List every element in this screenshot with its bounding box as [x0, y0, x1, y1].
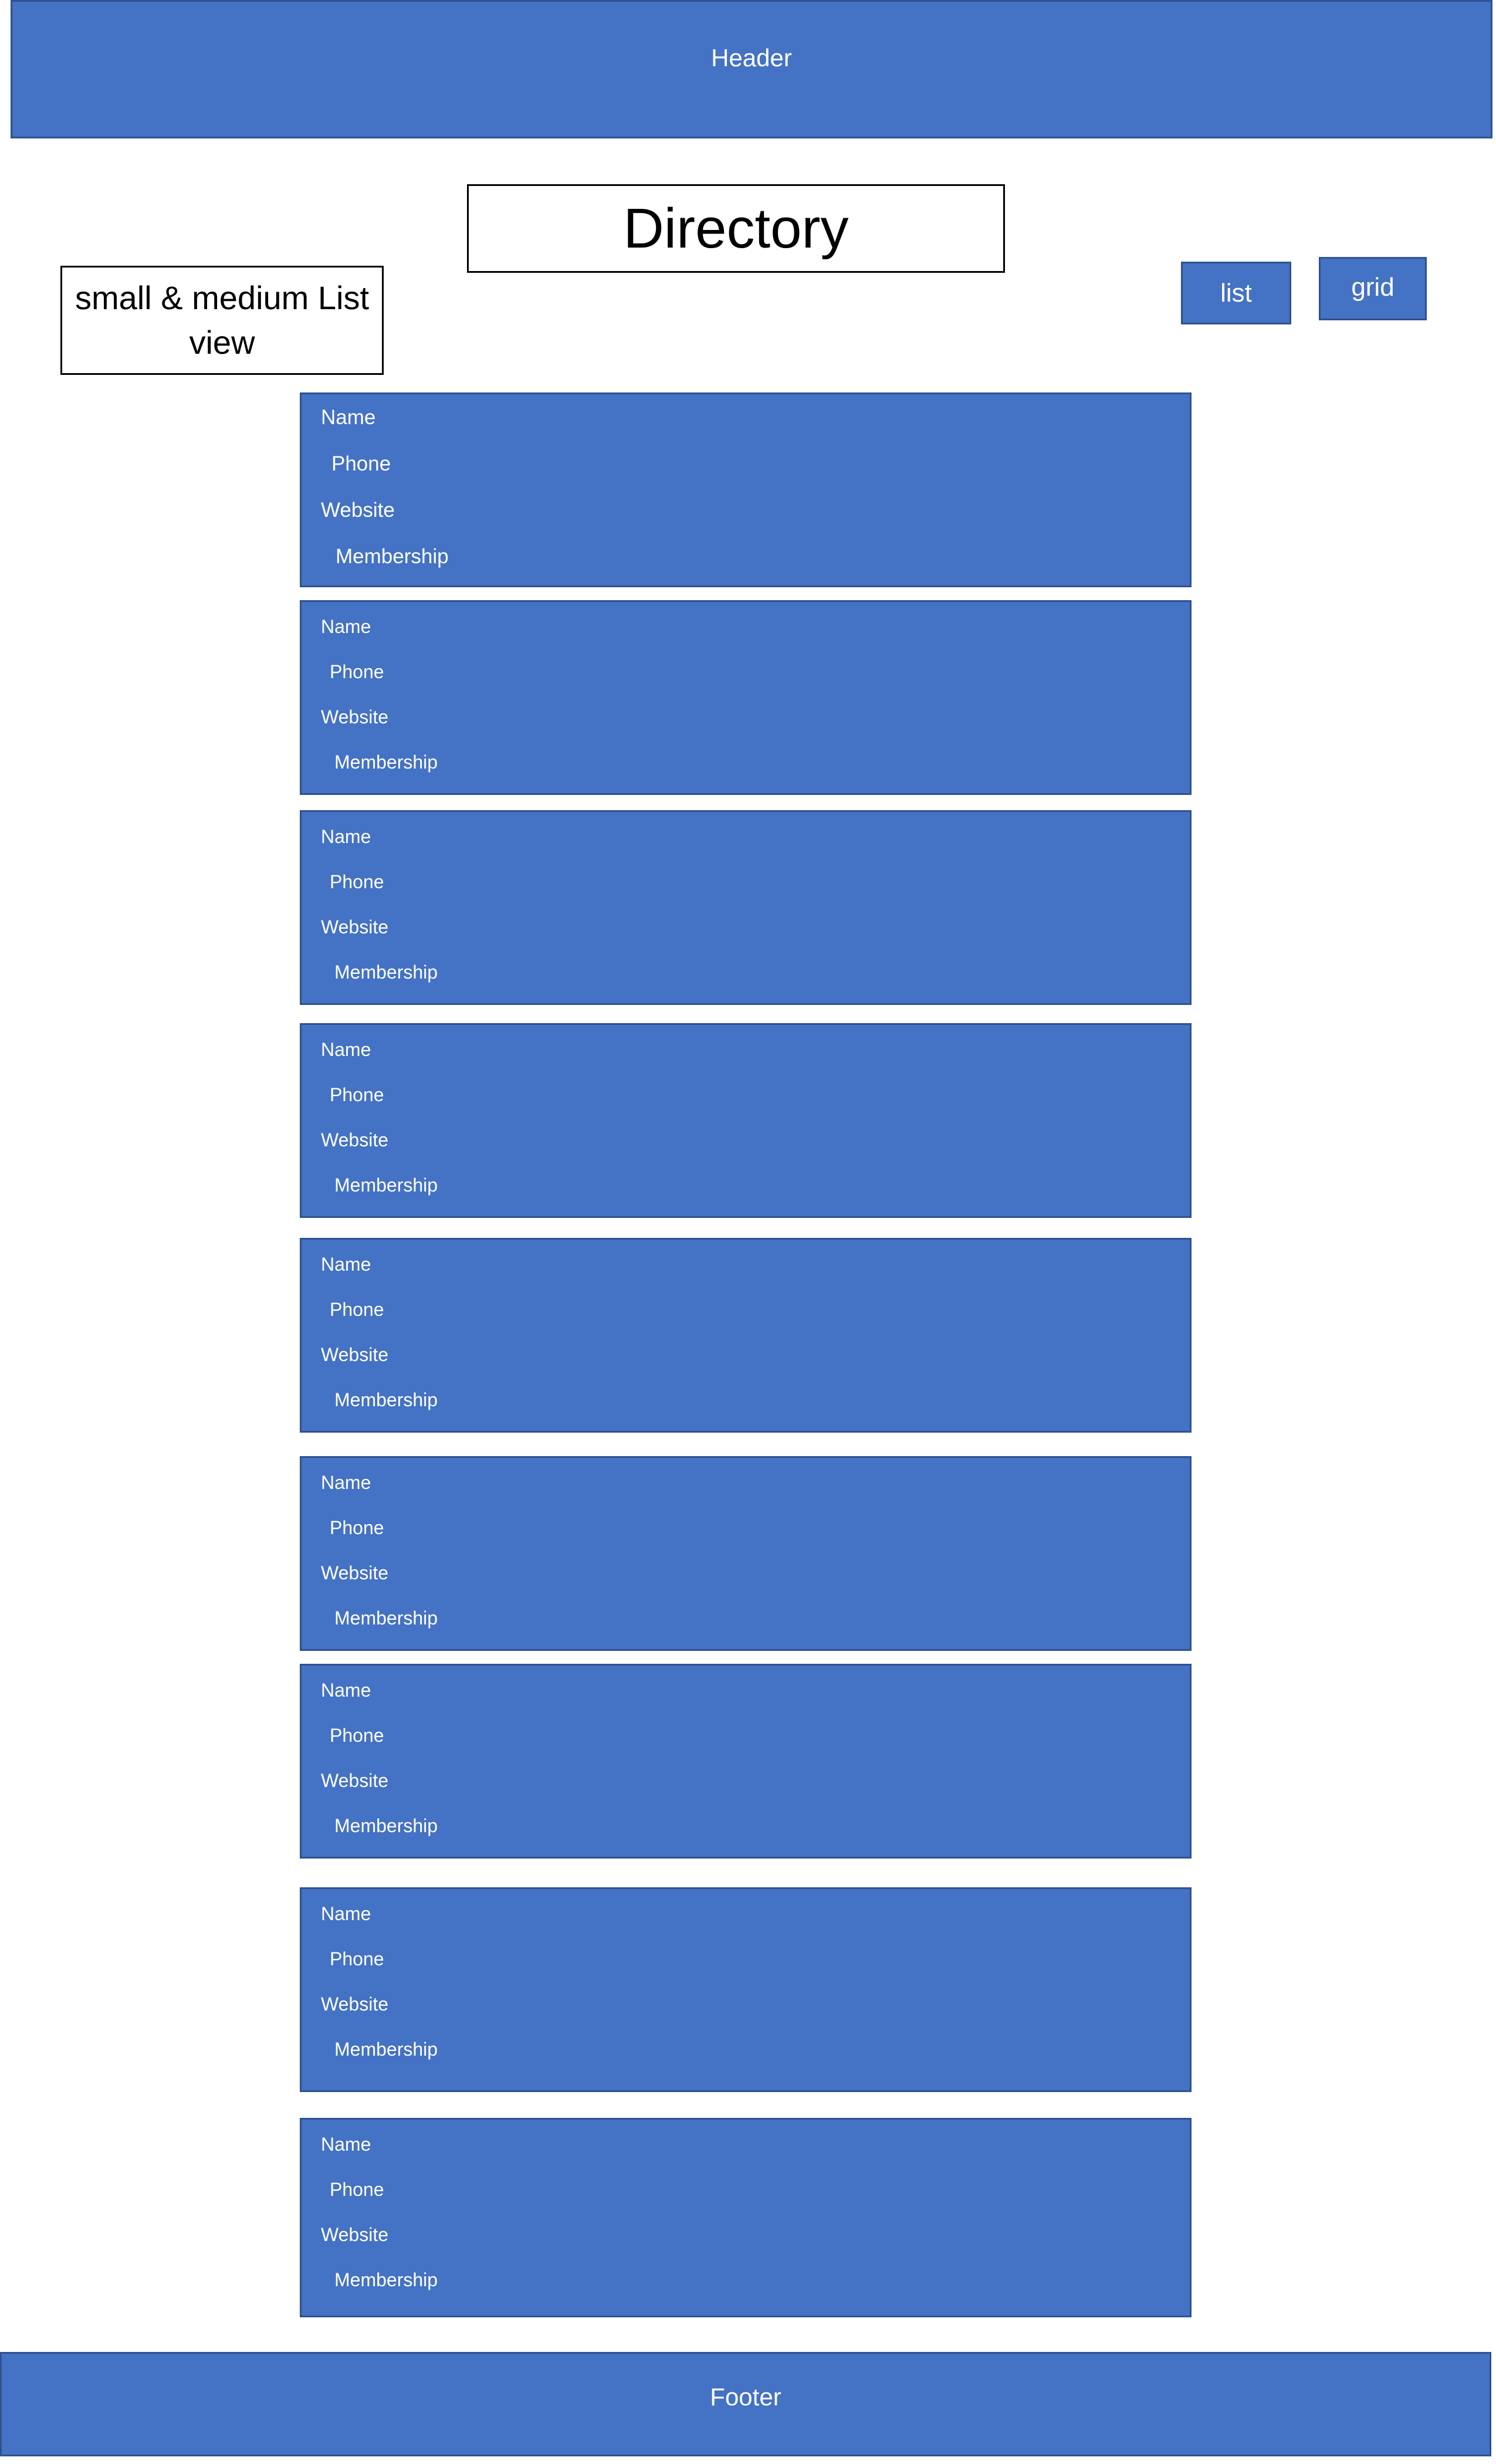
card-website: Website	[321, 706, 389, 727]
footer-label: Footer	[710, 2383, 781, 2411]
card-membership: Membership	[334, 1175, 438, 1196]
card-website: Website	[321, 1993, 389, 2015]
grid-view-button-label: grid	[1351, 273, 1395, 302]
page-title: Directory	[467, 184, 1005, 273]
card-name: Name	[321, 1254, 371, 1275]
card-membership: Membership	[334, 1815, 438, 1836]
card-name: Name	[321, 2134, 371, 2155]
directory-card[interactable]: Name Phone Website Membership	[300, 1456, 1192, 1651]
card-website: Website	[321, 1770, 389, 1791]
header: Header	[11, 0, 1492, 138]
card-membership: Membership	[334, 1607, 438, 1629]
card-membership: Membership	[334, 2269, 438, 2290]
header-label: Header	[711, 44, 792, 72]
card-name: Name	[321, 1472, 371, 1493]
card-phone: Phone	[331, 452, 391, 475]
card-membership: Membership	[334, 962, 438, 983]
card-name: Name	[321, 1903, 371, 1924]
card-membership: Membership	[334, 752, 438, 773]
card-phone: Phone	[330, 1725, 384, 1746]
card-membership: Membership	[334, 2039, 438, 2060]
card-phone: Phone	[330, 2179, 384, 2200]
card-website: Website	[321, 916, 389, 937]
list-view-button-label: list	[1220, 278, 1252, 307]
card-phone: Phone	[330, 1517, 384, 1538]
list-view-button[interactable]: list	[1181, 262, 1291, 324]
card-website: Website	[321, 499, 395, 522]
card-website: Website	[321, 1344, 389, 1365]
directory-card[interactable]: Name Phone Website Membership	[300, 600, 1192, 795]
page-title-text: Directory	[623, 197, 849, 260]
directory-card[interactable]: Name Phone Website Membership	[300, 810, 1192, 1005]
card-membership: Membership	[334, 1389, 438, 1410]
card-name: Name	[321, 826, 371, 847]
card-name: Name	[321, 1039, 371, 1060]
card-phone: Phone	[330, 1948, 384, 1969]
grid-view-button[interactable]: grid	[1319, 257, 1427, 320]
directory-card[interactable]: Name Phone Website Membership	[300, 2118, 1192, 2317]
footer: Footer	[0, 2352, 1491, 2456]
card-website: Website	[321, 1129, 389, 1150]
card-name: Name	[321, 1680, 371, 1701]
card-website: Website	[321, 1562, 389, 1583]
directory-card[interactable]: Name Phone Website Membership	[300, 1238, 1192, 1433]
card-phone: Phone	[330, 1084, 384, 1105]
card-name: Name	[321, 406, 376, 429]
layout-note: small & medium List view	[60, 266, 384, 375]
directory-card[interactable]: Name Phone Website Membership	[300, 392, 1192, 587]
layout-note-text: small & medium List view	[75, 279, 370, 361]
card-name: Name	[321, 616, 371, 637]
card-membership: Membership	[336, 545, 449, 568]
directory-card[interactable]: Name Phone Website Membership	[300, 1887, 1192, 2092]
card-phone: Phone	[330, 871, 384, 892]
card-website: Website	[321, 2224, 389, 2245]
directory-card[interactable]: Name Phone Website Membership	[300, 1664, 1192, 1859]
card-phone: Phone	[330, 1299, 384, 1320]
card-phone: Phone	[330, 661, 384, 682]
directory-card[interactable]: Name Phone Website Membership	[300, 1023, 1192, 1218]
